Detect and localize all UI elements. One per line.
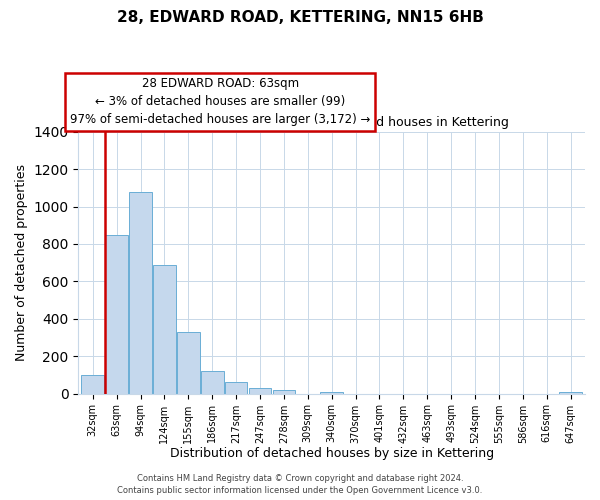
Bar (248, 388, 271, 394)
Y-axis label: Number of detached properties: Number of detached properties (15, 164, 28, 361)
Bar (177, 332, 200, 394)
Text: 28, EDWARD ROAD, KETTERING, NN15 6HB: 28, EDWARD ROAD, KETTERING, NN15 6HB (116, 10, 484, 25)
Bar (559, 392, 582, 394)
Bar (105, 234, 128, 394)
Bar (201, 371, 224, 394)
Bar (129, 192, 152, 394)
Bar (272, 390, 295, 394)
Bar (153, 264, 176, 394)
Text: 28 EDWARD ROAD: 63sqm
← 3% of detached houses are smaller (99)
97% of semi-detac: 28 EDWARD ROAD: 63sqm ← 3% of detached h… (70, 78, 370, 126)
Title: Size of property relative to detached houses in Kettering: Size of property relative to detached ho… (154, 116, 509, 129)
Bar (225, 382, 247, 394)
X-axis label: Distribution of detached houses by size in Kettering: Distribution of detached houses by size … (170, 447, 494, 460)
Text: Contains HM Land Registry data © Crown copyright and database right 2024.
Contai: Contains HM Land Registry data © Crown c… (118, 474, 482, 495)
Bar (82, 375, 104, 394)
Bar (320, 392, 343, 394)
